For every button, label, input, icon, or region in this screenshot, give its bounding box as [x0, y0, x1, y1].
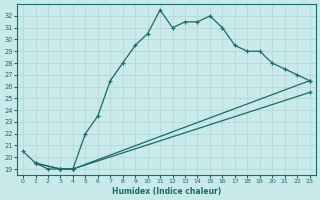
X-axis label: Humidex (Indice chaleur): Humidex (Indice chaleur)	[112, 187, 221, 196]
